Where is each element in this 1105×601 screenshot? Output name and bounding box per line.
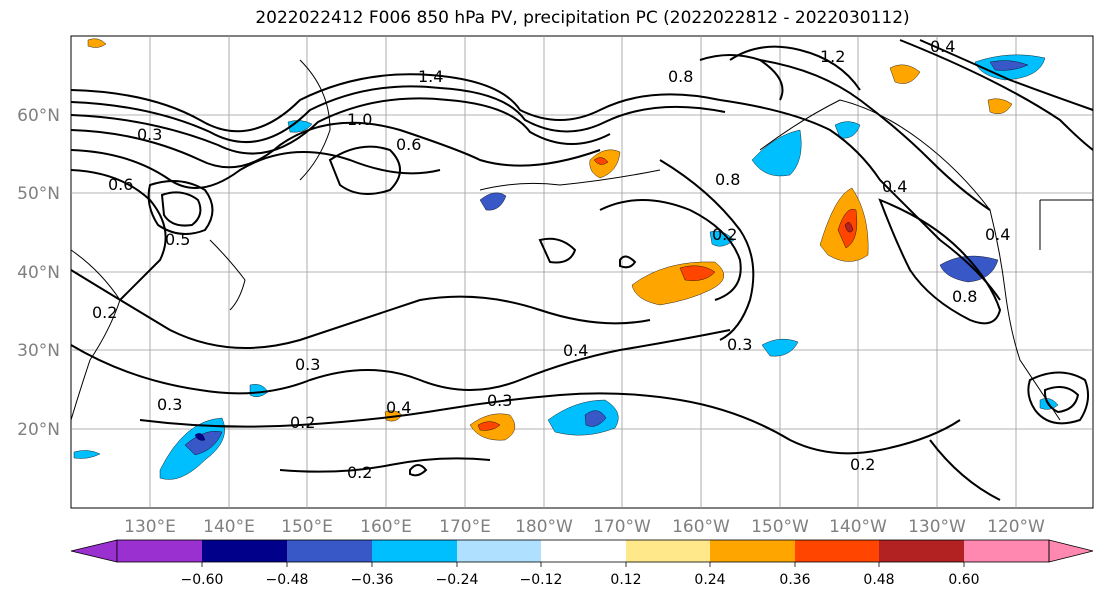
contour-label: 1.2 — [820, 47, 845, 66]
contour-label: 0.2 — [712, 225, 737, 244]
contour-label: 0.2 — [850, 455, 875, 474]
colorbar-segment — [541, 540, 626, 562]
lat-label-60: 60°N — [17, 106, 60, 126]
colorbar-segment — [457, 540, 541, 562]
contour-label: 0.4 — [563, 341, 588, 360]
lon-label-120w: 120°W — [987, 517, 1045, 537]
contour-label: 0.3 — [295, 355, 320, 374]
contour-label: 0.2 — [290, 413, 315, 432]
coastlines — [70, 59, 1093, 421]
lon-label-160w: 160°W — [672, 517, 730, 537]
contour-label: 0.4 — [882, 177, 907, 196]
contour-label: 0.6 — [108, 175, 133, 194]
contour-label: 0.3 — [157, 395, 182, 414]
colorbar-tick: −0.60 — [180, 572, 224, 588]
colorbar-segment — [70, 539, 118, 563]
lon-label-140e: 140°E — [203, 517, 255, 537]
colorbar-segment — [626, 540, 710, 562]
contour-label: 0.6 — [396, 135, 421, 154]
contour-label: 1.0 — [347, 110, 372, 129]
colorbar-tick: −0.12 — [519, 572, 563, 588]
lon-label-160e: 160°E — [360, 517, 412, 537]
colorbar-segment — [287, 540, 372, 562]
lon-label-150w: 150°W — [751, 517, 809, 537]
colorbar-segment — [795, 540, 879, 562]
colorbar-tick: 0.48 — [863, 572, 895, 588]
lat-label-50: 50°N — [17, 184, 60, 204]
contour-label: 0.3 — [137, 125, 162, 144]
lon-label-180w: 180°W — [515, 517, 573, 537]
lon-label-130e: 130°E — [124, 517, 176, 537]
lon-label-170w: 170°W — [593, 517, 651, 537]
colorbar — [70, 539, 1094, 567]
lon-label-170e: 170°E — [439, 517, 491, 537]
graticule — [71, 36, 1093, 508]
contour-label: 0.8 — [952, 287, 977, 306]
colorbar-segment — [1048, 539, 1094, 563]
colorbar-segment — [372, 540, 457, 562]
colorbar-tick: −0.24 — [435, 572, 479, 588]
contour-label: 0.4 — [386, 398, 411, 417]
lat-label-20: 20°N — [17, 420, 60, 440]
lat-label-40: 40°N — [17, 263, 60, 283]
lon-label-130w: 130°W — [908, 517, 966, 537]
colorbar-tick: 0.36 — [779, 572, 811, 588]
contour-label: 0.2 — [92, 303, 117, 322]
colorbar-segment — [879, 540, 964, 562]
pv-contours — [70, 39, 1094, 501]
lat-label-30: 30°N — [17, 341, 60, 361]
colorbar-tick: −0.36 — [350, 572, 394, 588]
contour-label: 0.5 — [165, 230, 190, 249]
colorbar-tick: 0.12 — [610, 572, 642, 588]
colorbar-segment — [117, 540, 202, 562]
lon-label-140w: 140°W — [829, 517, 887, 537]
contour-label: 0.3 — [487, 391, 512, 410]
colorbar-segment — [202, 540, 287, 562]
contour-labels: 1.0 0.3 0.6 0.5 0.2 0.3 0.2 0.2 0.4 0.3 … — [92, 37, 1010, 482]
contour-label: 0.2 — [347, 463, 372, 482]
contour-label: 0.8 — [715, 170, 740, 189]
colorbar-segment — [710, 540, 795, 562]
contour-label: 0.3 — [727, 335, 752, 354]
colorbar-tick: 0.60 — [948, 572, 980, 588]
contour-label: 1.4 — [418, 67, 443, 86]
map-title: 2022022412 F006 850 hPa PV, precipitatio… — [255, 8, 910, 28]
colorbar-tick: 0.24 — [694, 572, 726, 588]
contour-label: 0.4 — [930, 37, 955, 56]
lon-label-150e: 150°E — [281, 517, 333, 537]
colorbar-tick: −0.48 — [265, 572, 309, 588]
precip-patches — [73, 38, 1059, 480]
contour-label: 0.8 — [668, 67, 693, 86]
contour-label: 0.4 — [985, 225, 1010, 244]
colorbar-segment — [964, 540, 1049, 562]
